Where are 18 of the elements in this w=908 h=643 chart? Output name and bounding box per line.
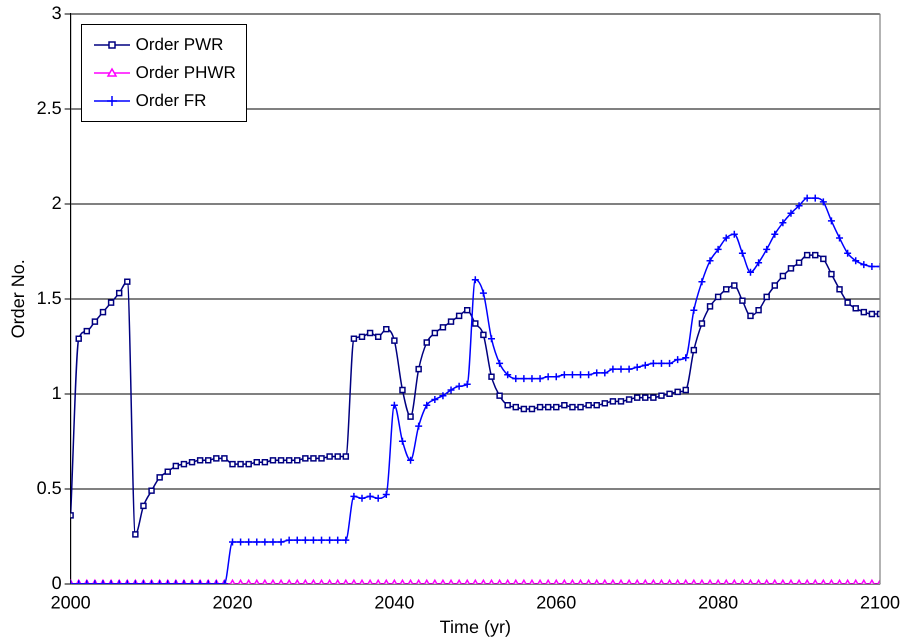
x-tick-label: 2100	[860, 592, 900, 613]
x-tick-label: 2020	[212, 592, 253, 613]
x-tick-label: 2000	[50, 592, 91, 613]
y-tick-label: 0.5	[36, 478, 62, 498]
legend-label: Order PWR	[136, 34, 224, 55]
x-tick-label: 2080	[698, 592, 738, 613]
y-tick-label: 2.5	[36, 98, 62, 118]
x-axis-title: Time (yr)	[440, 617, 511, 638]
legend-label: Order PHWR	[136, 62, 236, 83]
y-tick-label: 1	[52, 382, 62, 403]
y-tick-label: 0	[52, 572, 62, 593]
legend-label: Order FR	[136, 90, 206, 111]
y-tick-label: 1.5	[36, 288, 62, 308]
y-tick-label: 2	[52, 192, 62, 213]
x-tick-label: 2060	[536, 592, 576, 613]
x-tick-label: 2040	[374, 592, 414, 613]
y-tick-label: 3	[52, 2, 62, 23]
y-axis-title: Order No.	[8, 259, 28, 338]
